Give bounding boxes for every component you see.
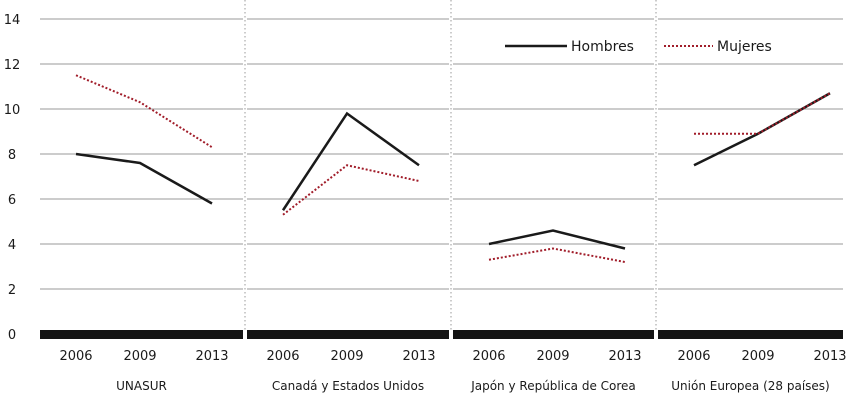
panel-label: Japón y República de Corea <box>470 379 636 393</box>
x-tick-label: 2013 <box>402 349 435 364</box>
x-tick-label: 2013 <box>195 349 228 364</box>
x-tick-label: 2006 <box>472 349 505 364</box>
y-tick-label: 6 <box>8 193 16 208</box>
series-line-mujeres <box>75 74 213 149</box>
x-tick-label: 2006 <box>677 349 710 364</box>
panel-label: UNASUR <box>116 379 167 393</box>
legend: Hombres Mujeres <box>505 39 772 55</box>
y-tick-label: 4 <box>8 238 16 253</box>
series-line-hombres <box>488 229 626 250</box>
x-tick-label: 2009 <box>123 349 156 364</box>
x-tick-label: 2009 <box>536 349 569 364</box>
x-tick-label: 2006 <box>59 349 92 364</box>
y-tick-label: 10 <box>4 103 21 118</box>
panel-label: Unión Europea (28 países) <box>671 379 830 393</box>
x-tick-label: 2006 <box>266 349 299 364</box>
x-axis-baseline <box>247 330 449 339</box>
y-tick-label: 8 <box>8 148 16 163</box>
y-tick-label: 12 <box>4 58 21 73</box>
axis-layer: 0 2 4 6 8 10 12 14 2006 2009 2013 UNASUR 2006 2009 201… <box>4 13 847 393</box>
series-line-mujeres <box>488 247 626 263</box>
legend-label-mujeres: Mujeres <box>717 39 772 55</box>
series-layer <box>75 74 831 263</box>
y-tick-label: 0 <box>8 328 16 343</box>
series-line-hombres <box>281 111 420 211</box>
series-line-hombres <box>75 152 213 205</box>
y-tick-label: 2 <box>8 283 16 298</box>
panel-label: Canadá y Estados Unidos <box>272 379 424 393</box>
x-tick-label: 2013 <box>608 349 641 364</box>
x-axis-baseline <box>453 330 654 339</box>
grid-layer <box>40 0 843 330</box>
x-axis-baseline <box>40 330 243 339</box>
x-tick-label: 2009 <box>330 349 363 364</box>
legend-label-hombres: Hombres <box>571 39 634 55</box>
series-line-mujeres <box>282 164 420 216</box>
x-axis-baseline <box>658 330 843 339</box>
series-line-mujeres <box>694 92 831 135</box>
x-tick-label: 2013 <box>813 349 846 364</box>
y-tick-label: 14 <box>4 13 21 28</box>
x-tick-label: 2009 <box>741 349 774 364</box>
